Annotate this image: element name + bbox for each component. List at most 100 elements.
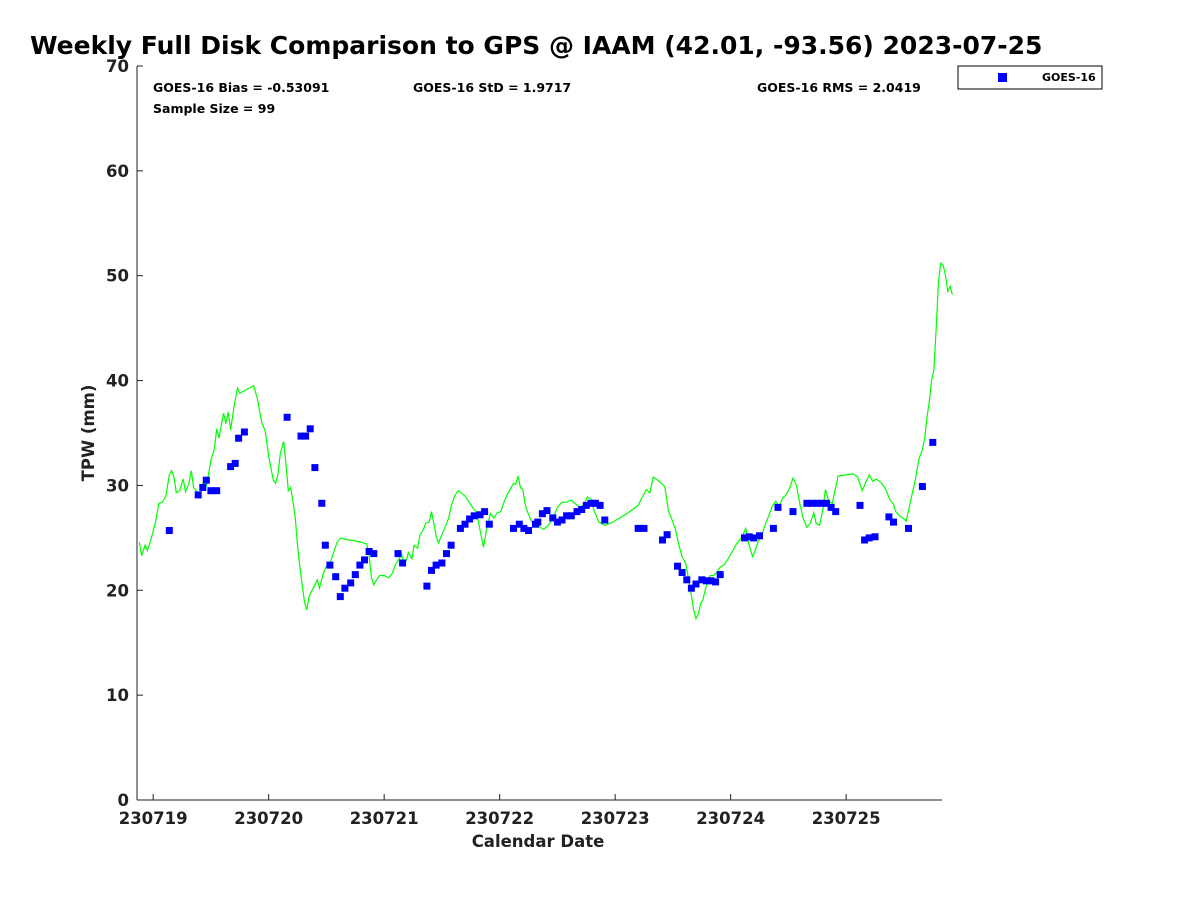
goes16-point [351,571,359,579]
goes16-point [456,524,464,532]
goes16-point [341,584,349,592]
goes16-point [538,510,546,518]
goes16-point [336,593,344,601]
x-tick-label: 230721 [350,809,419,828]
goes16-point [510,524,517,532]
goes16-point [199,484,207,491]
chart-title: Weekly Full Disk Comparison to GPS @ IAA… [30,31,1042,60]
goes16-point [207,487,215,495]
goes16-point [481,508,489,516]
goes16-point [823,499,830,507]
goes16-point [361,556,368,564]
goes16-point [332,573,340,581]
goes16-point [520,524,528,532]
goes16-point [470,512,478,520]
std-stat: GOES-16 StD = 1.9717 [413,80,571,95]
legend-box [957,65,1103,90]
goes16-point [213,487,221,495]
goes16-point [370,550,378,558]
goes16-point [302,432,310,440]
goes16-point [202,476,210,484]
goes16-point [461,520,469,528]
goes16-point [683,576,691,584]
x-tick-label: 230720 [234,809,303,828]
goes16-point [525,527,532,534]
y-tick-label: 70 [106,57,129,76]
goes16-point [311,464,319,472]
goes16-point [447,541,455,549]
goes16-point [534,518,542,526]
goes16-point [194,491,202,499]
y-tick-label: 60 [106,162,129,181]
goes16-point [687,584,695,592]
goes16-point [235,434,243,442]
legend-label-goes16: GOES-16 [1042,71,1096,84]
goes16-point [240,428,248,436]
x-tick-label: 230724 [696,809,765,828]
x-tick-label: 230725 [812,809,881,828]
goes16-point [582,501,590,509]
y-tick-label: 10 [106,686,129,705]
goes16-point [476,511,484,519]
sample-size-stat: Sample Size = 99 [153,101,275,116]
goes16-point [549,514,557,522]
goes16-point [674,562,681,570]
goes16-point [698,576,706,584]
goes16-point [745,533,753,541]
goes16-point [918,483,926,490]
goes16-point [750,534,758,542]
goes16-point [592,499,599,507]
goes16-point [813,499,821,507]
goes16-point [423,582,431,590]
goes16-point [553,518,561,526]
goes16-point [326,561,334,569]
goes16-point [165,527,173,534]
goes16-point [428,566,435,574]
goes16-point [558,516,566,524]
goes16-point [356,561,364,569]
goes16-point [640,524,648,532]
gps-tpw-line [138,261,953,621]
goes16-point [803,499,811,507]
goes16-point [871,533,879,541]
y-tick-label: 30 [106,476,129,495]
rms-stat: GOES-16 RMS = 2.0419 [757,80,921,95]
y-tick-label: 50 [106,267,129,286]
goes16-point [515,520,523,528]
y-tick-label: 40 [106,372,129,391]
goes16-point [712,578,720,586]
goes16-point [818,499,826,507]
goes16-point [741,534,748,542]
x-axis-label: Calendar Date [472,832,605,851]
goes16-point [432,561,440,569]
goes16-point [438,559,446,567]
goes16-point [692,580,700,588]
goes16-point [347,579,355,587]
goes16-point [587,499,595,507]
goes16-point [659,536,666,544]
goes16-point [865,534,873,542]
goes16-point [774,503,782,511]
goes16-point [297,432,305,440]
goes16-point [678,569,686,576]
goes16-point [318,499,326,507]
goes16-point [563,512,571,520]
x-tick-label: 230722 [465,809,534,828]
goes16-point [573,508,581,516]
goes16-point [707,577,715,585]
goes16-point [596,501,604,509]
goes16-point [578,506,586,513]
goes16-point [890,518,897,526]
legend: GOES-16 [957,65,1103,90]
goes16-point [443,550,450,558]
y-tick-label: 0 [118,791,129,810]
goes16-point [231,459,239,467]
goes16-point [394,550,402,558]
x-tick-label: 230719 [119,809,188,828]
goes16-point [306,425,314,433]
x-tick-label: 230723 [581,809,650,828]
goes16-point [832,508,840,516]
legend-marker-goes16 [998,73,1007,82]
goes16-point [885,513,893,521]
goes16-point [756,532,763,540]
